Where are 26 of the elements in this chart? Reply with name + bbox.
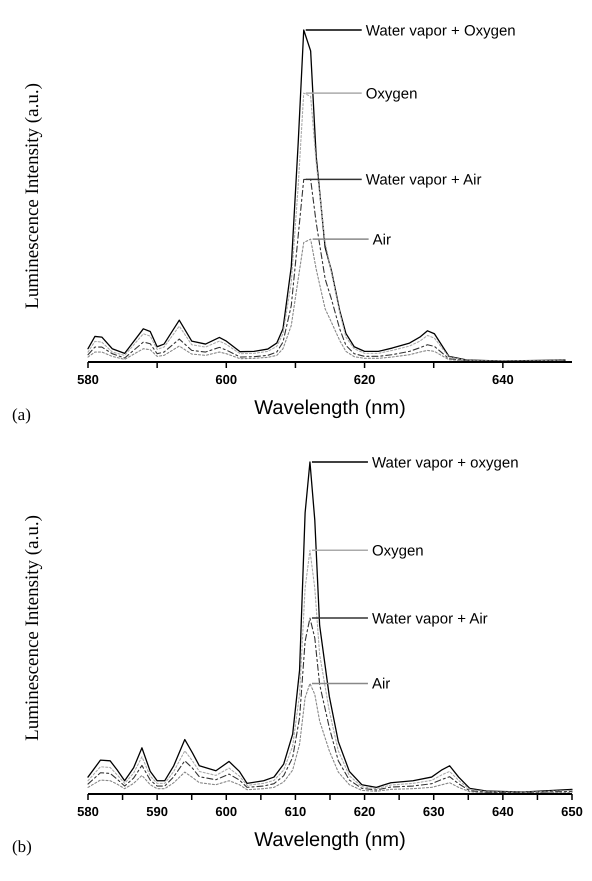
x-tick-label: 630 (422, 804, 445, 819)
x-tick-label: 640 (492, 804, 514, 819)
x-tick-label: 600 (215, 804, 238, 819)
x-tick-label: 650 (561, 804, 583, 819)
legend-label: Oxygen (372, 542, 424, 560)
x-tick-label: 580 (77, 372, 99, 387)
x-tick-label: 600 (215, 372, 238, 387)
text: (b) (12, 837, 32, 856)
text: (a) (12, 405, 31, 424)
x-tick-label: 640 (492, 372, 514, 387)
legend-label: Water vapor + Air (366, 172, 482, 189)
legend-label: Air (372, 231, 391, 248)
x-tick-label: 620 (354, 372, 376, 387)
legend-label: Water vapor + oxygen (372, 454, 519, 472)
y-axis-title: Luminescence Intensity (a.u.) (22, 83, 43, 309)
x-tick-label: 590 (146, 804, 168, 819)
x-axis-title: Wavelength (nm) (254, 829, 406, 851)
legend-label: Water vapor + Air (372, 610, 488, 628)
legend-label: Oxygen (366, 85, 418, 102)
y-axis-title: Luminescence Intensity (a.u.) (22, 515, 43, 741)
legend-label: Water vapor + Oxygen (366, 22, 516, 40)
x-tick-label: 580 (77, 804, 99, 819)
x-tick-label: 610 (284, 804, 306, 819)
x-axis-title: Wavelength (nm) (254, 397, 406, 419)
x-tick-label: 620 (354, 804, 376, 819)
legend-label: Air (372, 676, 390, 693)
